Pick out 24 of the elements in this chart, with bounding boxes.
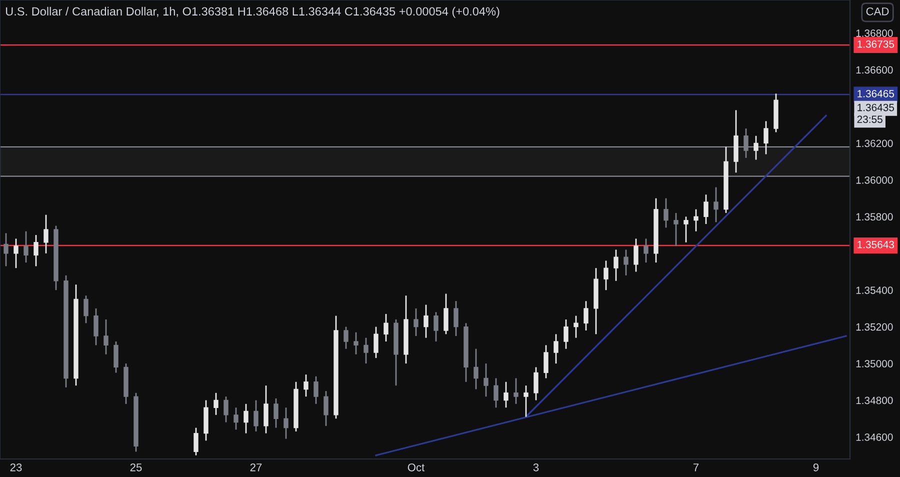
- x-tick-label: 25: [130, 463, 142, 472]
- ref-line-label: 1.35643: [858, 240, 894, 248]
- ref-line-label: 1.36465: [858, 90, 894, 98]
- y-tick-label: 1.35400: [856, 286, 893, 294]
- y-tick-label: 1.36800: [856, 30, 893, 37]
- y-tick-label: 1.35200: [856, 323, 893, 331]
- text: 23:55: [857, 116, 882, 123]
- x-tick-label: 9: [813, 463, 819, 472]
- x-tick-label: 27: [250, 463, 262, 472]
- y-tick-label: 1.35000: [856, 360, 893, 368]
- y-tick-label: 1.35800: [856, 213, 893, 221]
- x-tick-label: 7: [693, 464, 699, 472]
- y-tick-label: 1.34600: [856, 433, 893, 441]
- text: 1.36435: [858, 104, 894, 112]
- x-tick-label: Oct: [408, 463, 425, 472]
- text: U.S. Dollar / Canadian Dollar, 1h, O1.36381 H1.36468 L1.36344 C1.36435 +0.00054 (+0.04%): [6, 6, 500, 18]
- text: CAD: [866, 7, 889, 16]
- x-tick-label: 3: [533, 463, 539, 472]
- y-tick-label: 1.36600: [856, 66, 893, 74]
- y-tick-label: 1.36000: [856, 176, 893, 184]
- y-tick-label: 1.34800: [856, 396, 893, 404]
- ref-line-label: 1.36735: [858, 40, 894, 48]
- x-tick-label: 23: [10, 463, 22, 472]
- y-tick-label: 1.36200: [856, 140, 893, 148]
